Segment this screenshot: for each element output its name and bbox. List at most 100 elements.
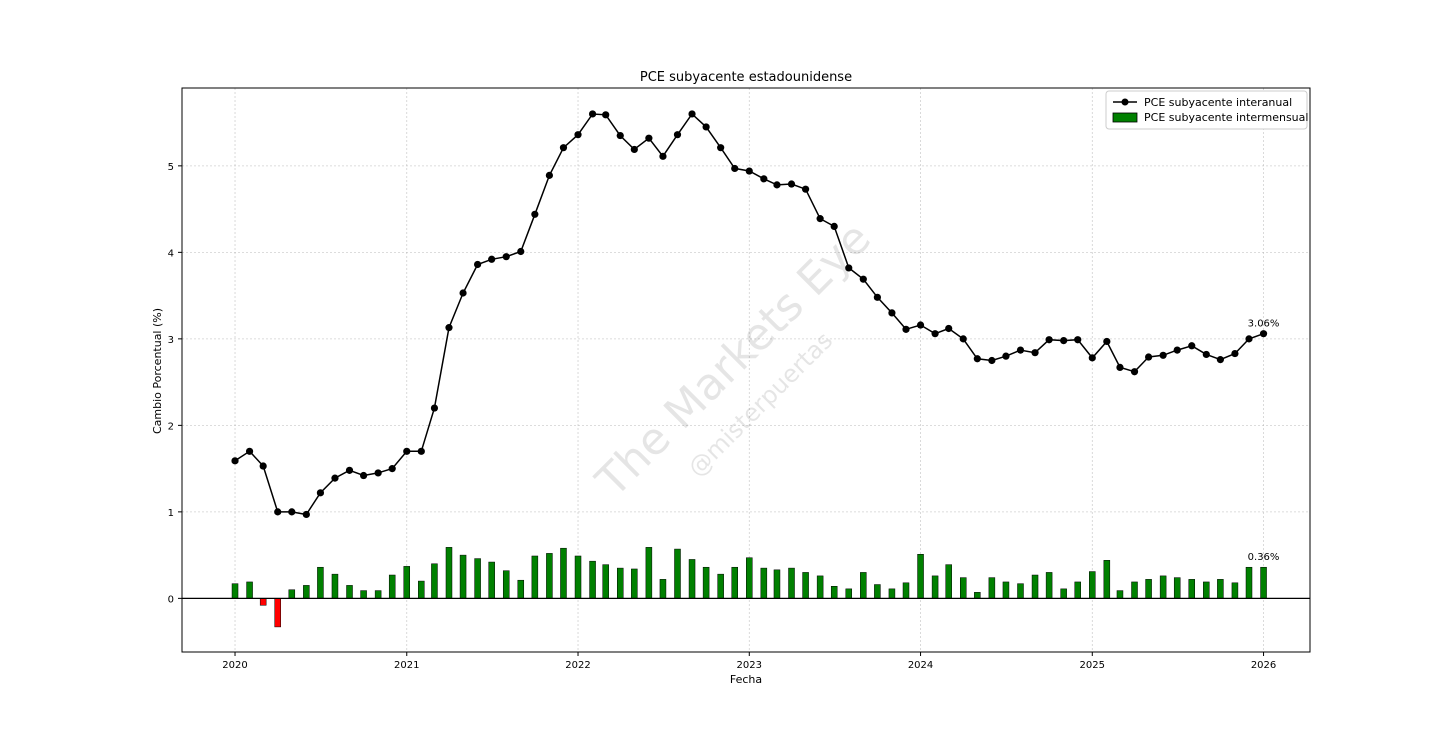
bar (773, 569, 781, 599)
line-point (345, 466, 354, 474)
line-point (717, 144, 725, 152)
bar (459, 554, 467, 599)
y-tick-label: 4 (168, 248, 174, 259)
line-point (745, 167, 753, 175)
x-tick-label: 2021 (394, 660, 419, 671)
line-point (274, 508, 282, 516)
bar (288, 589, 296, 599)
line-point (645, 134, 653, 142)
bar (231, 583, 239, 599)
line-point (488, 255, 496, 263)
line-point (231, 457, 239, 465)
bar (974, 592, 981, 599)
line-point (859, 275, 867, 283)
bar (1002, 581, 1010, 599)
bar (802, 572, 809, 599)
bar (1116, 590, 1124, 599)
bar (702, 566, 710, 599)
line-point (888, 309, 896, 317)
line-point (1016, 346, 1025, 354)
line-point (574, 131, 582, 139)
bar (860, 572, 867, 599)
bar (560, 547, 567, 599)
bar (816, 575, 824, 599)
legend-box (1105, 90, 1308, 130)
bar (917, 554, 924, 599)
bar (1131, 581, 1138, 599)
bar (959, 577, 967, 599)
x-tick-label: 2025 (1080, 660, 1105, 671)
line-point (1144, 353, 1153, 361)
bar (1103, 560, 1111, 599)
line-point (374, 469, 382, 477)
line-point (1173, 346, 1181, 354)
watermark: The Markets Eye @misterpuertas (586, 213, 881, 508)
line-point (931, 330, 939, 338)
line-point (474, 260, 482, 269)
line-point (688, 110, 696, 118)
bar (688, 559, 696, 599)
bar (589, 560, 596, 599)
line-point (630, 145, 638, 154)
line-point (1159, 351, 1167, 359)
bar (674, 548, 681, 599)
bar (874, 584, 881, 599)
annotations: 3.06% 0.36% (1248, 319, 1280, 564)
line-point (659, 152, 667, 160)
y-tick-label: 0 (168, 594, 174, 605)
bar (531, 555, 539, 599)
bar (1245, 566, 1253, 599)
y-tick-label: 2 (168, 421, 174, 432)
line-point (288, 508, 296, 516)
line-point (973, 355, 981, 363)
bar (1260, 566, 1267, 599)
x-tick-label: 2024 (908, 660, 933, 671)
line-point (1031, 349, 1039, 357)
bar (374, 590, 382, 599)
bar (645, 547, 653, 599)
bar (360, 590, 367, 599)
bar-series-intermensual (231, 547, 1267, 628)
line-point (502, 253, 510, 261)
line-point (331, 474, 339, 482)
line-point (388, 465, 396, 473)
line-point (316, 489, 325, 497)
bar (1017, 583, 1024, 599)
line-point (1060, 336, 1068, 345)
bar (431, 563, 438, 599)
bar (1060, 588, 1067, 599)
bar (902, 582, 910, 599)
line-point (1116, 363, 1124, 372)
line-point (302, 510, 310, 519)
line-point (1245, 335, 1253, 343)
legend-bar-swatch (1112, 112, 1138, 123)
bar (1031, 574, 1039, 599)
y-axis-label: Cambio Porcentual (%) (151, 308, 164, 434)
y-tick-label: 5 (168, 162, 174, 173)
bar (1173, 577, 1181, 599)
bar (546, 553, 553, 599)
line-point (359, 471, 368, 480)
bar (746, 557, 753, 599)
data-label: 0.36% (1248, 552, 1280, 563)
line-point (801, 185, 810, 193)
line-point (1231, 349, 1239, 358)
bar (616, 567, 624, 599)
y-axis: 0 1 2 3 4 5 (168, 162, 182, 605)
bar (1203, 581, 1210, 599)
bar (931, 575, 939, 599)
legend-label-intermensual: PCE subyacente intermensual (1144, 111, 1308, 124)
bar (246, 581, 253, 599)
line-point (403, 447, 411, 455)
legend-marker (1121, 98, 1129, 106)
line-point (259, 462, 267, 470)
bar (845, 588, 853, 599)
y-tick-label: 1 (168, 508, 174, 519)
line-point (773, 181, 781, 189)
bar (517, 579, 525, 599)
x-axis-label: Fecha (730, 673, 762, 686)
bar (1045, 572, 1053, 599)
line-point (459, 289, 467, 297)
bar (502, 570, 510, 599)
bar (418, 580, 425, 599)
